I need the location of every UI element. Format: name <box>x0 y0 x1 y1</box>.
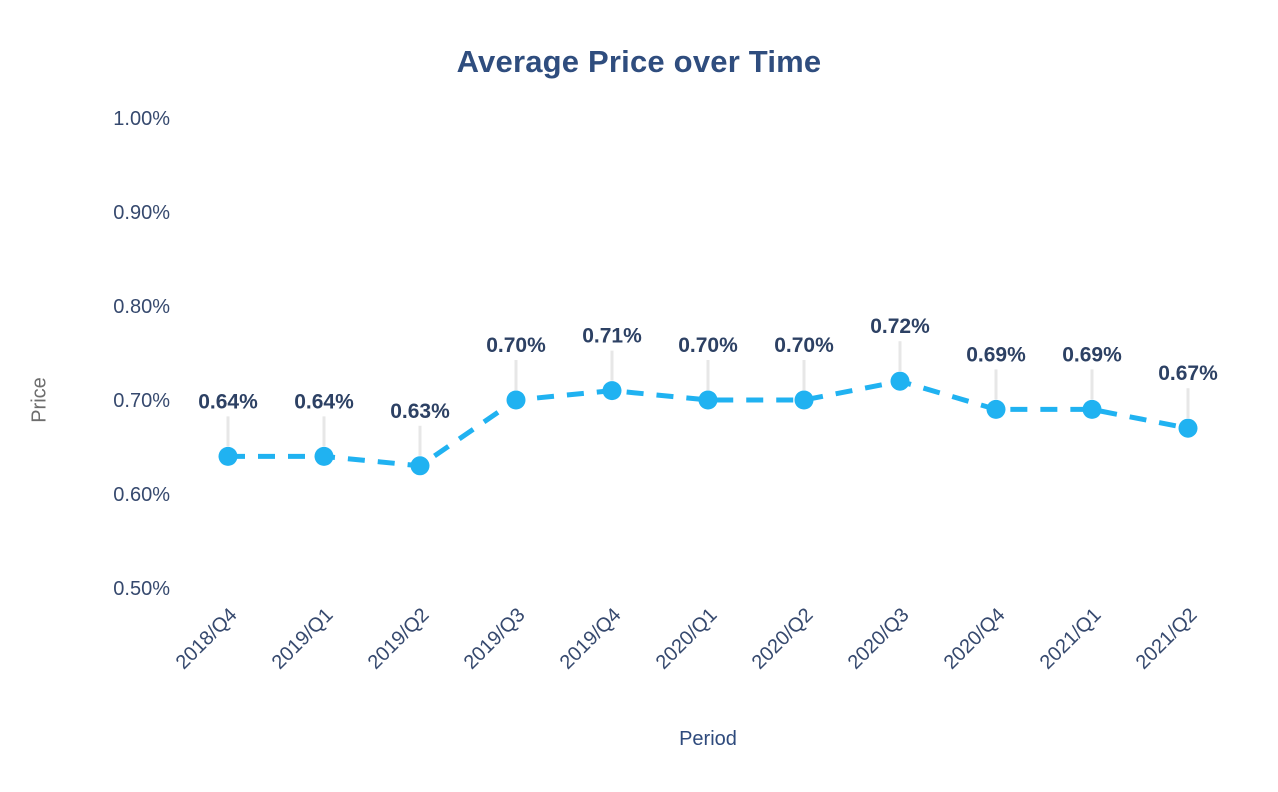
x-tick-label: 2021/Q2 <box>1132 604 1202 674</box>
chart-title: Average Price over Time <box>456 44 822 79</box>
data-point-marker <box>410 456 430 476</box>
data-point-label: 0.69% <box>966 343 1026 366</box>
y-tick-label: 0.90% <box>113 202 170 224</box>
data-point-label: 0.64% <box>294 390 354 413</box>
x-tick-label: 2020/Q2 <box>748 604 818 674</box>
y-tick-label: 0.70% <box>113 390 170 412</box>
y-tick-label: 0.50% <box>113 578 170 600</box>
data-point-marker <box>698 390 718 410</box>
data-point-label: 0.63% <box>390 400 450 423</box>
x-tick-label: 2020/Q3 <box>844 604 914 674</box>
data-point-label: 0.71% <box>582 325 642 348</box>
x-tick-label: 2019/Q1 <box>268 604 338 674</box>
data-point-marker <box>218 446 238 466</box>
y-tick-label: 0.80% <box>113 296 170 318</box>
data-point-label: 0.72% <box>870 315 930 338</box>
data-point-marker <box>986 399 1006 419</box>
data-point-marker <box>794 390 814 410</box>
data-point-label: 0.70% <box>678 334 738 357</box>
x-tick-label: 2018/Q4 <box>172 604 242 674</box>
data-point-label: 0.64% <box>198 390 258 413</box>
x-tick-label: 2019/Q4 <box>556 604 626 674</box>
data-point-label: 0.70% <box>774 334 834 357</box>
x-tick-label: 2019/Q3 <box>460 604 530 674</box>
x-tick-label: 2019/Q2 <box>364 604 434 674</box>
series-line <box>228 378 1189 469</box>
y-tick-label: 1.00% <box>113 108 170 130</box>
data-point-label: 0.67% <box>1158 362 1218 385</box>
data-point-marker <box>1082 399 1102 419</box>
data-point-label: 0.69% <box>1062 343 1122 366</box>
data-point-marker <box>1178 418 1198 438</box>
data-point-marker <box>314 446 334 466</box>
x-tick-label: 2021/Q1 <box>1036 604 1106 674</box>
data-point-marker <box>602 381 622 401</box>
x-tick-label: 2020/Q1 <box>652 604 722 674</box>
data-point-marker <box>506 390 526 410</box>
y-tick-label: 0.60% <box>113 484 170 506</box>
x-axis-title: Period <box>679 728 737 750</box>
data-point-marker <box>890 371 910 391</box>
data-point-label: 0.70% <box>486 334 546 357</box>
x-tick-label: 2020/Q4 <box>940 604 1010 674</box>
